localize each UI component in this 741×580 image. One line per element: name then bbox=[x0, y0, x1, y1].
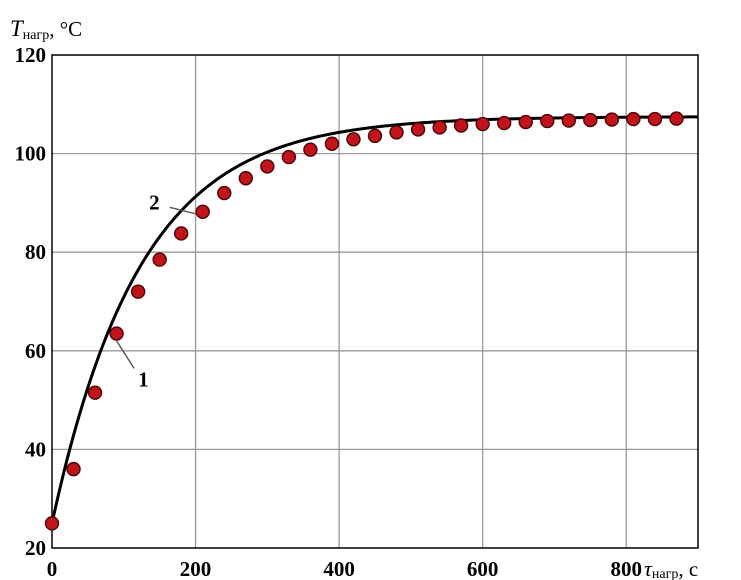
data-point bbox=[66, 461, 81, 477]
data-point bbox=[109, 326, 124, 341]
data-point bbox=[152, 252, 167, 267]
x-tick-label: 600 bbox=[467, 557, 499, 580]
x-tick-label: 0 bbox=[47, 557, 58, 580]
x-tick-label: 400 bbox=[323, 557, 355, 580]
data-point bbox=[130, 284, 146, 299]
data-point bbox=[626, 111, 641, 127]
grid bbox=[52, 55, 698, 548]
data-point bbox=[281, 149, 297, 165]
data-point bbox=[669, 111, 684, 126]
data-point bbox=[44, 516, 60, 531]
data-point bbox=[647, 111, 663, 127]
x-axis-symbol: τ bbox=[644, 556, 653, 580]
data-point bbox=[583, 112, 598, 128]
data-point bbox=[217, 185, 232, 201]
data-point bbox=[260, 159, 275, 174]
data-point bbox=[324, 136, 340, 151]
y-tick-label: 100 bbox=[15, 142, 47, 166]
data-point bbox=[561, 113, 576, 128]
y-tick-label: 80 bbox=[25, 240, 46, 264]
marker-series-1 bbox=[44, 111, 684, 531]
data-point bbox=[87, 385, 103, 400]
data-point bbox=[410, 122, 426, 137]
y-tick-label: 20 bbox=[25, 536, 46, 560]
y-tick-label: 40 bbox=[25, 437, 46, 461]
data-point bbox=[475, 116, 490, 132]
data-point bbox=[303, 142, 318, 157]
x-tick-label: 800 bbox=[610, 557, 642, 580]
x-axis-label: τнагр, с bbox=[644, 556, 698, 580]
x-tick-label: 200 bbox=[180, 557, 212, 580]
y-axis-unit: , °C bbox=[49, 17, 82, 41]
plot-frame bbox=[51, 54, 699, 549]
y-axis-subscript: нагр bbox=[23, 28, 49, 43]
data-point bbox=[346, 132, 361, 147]
annotation-leader bbox=[169, 206, 196, 215]
data-point bbox=[367, 128, 383, 144]
data-point bbox=[173, 226, 189, 241]
y-axis-symbol: T bbox=[10, 16, 25, 41]
x-axis-unit: , с bbox=[678, 557, 698, 580]
x-tick-labels: 0 200 400 600 800 bbox=[47, 557, 642, 580]
x-axis-subscript: нагр bbox=[652, 567, 678, 580]
data-point bbox=[238, 171, 254, 186]
data-point bbox=[389, 125, 404, 140]
fit-curve-series-2 bbox=[50, 115, 698, 524]
data-point bbox=[453, 118, 469, 133]
data-point bbox=[518, 114, 533, 130]
annotation-leader bbox=[116, 340, 135, 369]
annotations: 12 bbox=[116, 190, 196, 391]
y-tick-label: 120 bbox=[15, 43, 47, 67]
y-axis-label: Tнагр, °C bbox=[10, 16, 82, 43]
data-point bbox=[195, 204, 210, 219]
data-point bbox=[604, 112, 620, 127]
y-tick-label: 60 bbox=[25, 339, 46, 363]
annotation-label: 1 bbox=[138, 367, 149, 391]
annotation-label: 2 bbox=[149, 190, 160, 214]
data-point bbox=[540, 113, 555, 129]
data-point bbox=[497, 115, 512, 131]
data-point bbox=[432, 120, 447, 135]
y-tick-labels: 20 40 60 80 100 120 bbox=[15, 43, 47, 560]
